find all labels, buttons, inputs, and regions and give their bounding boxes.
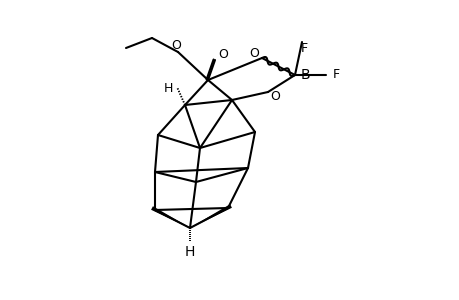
Text: O: O <box>218 47 228 61</box>
Text: F: F <box>300 41 307 55</box>
Text: O: O <box>171 38 180 52</box>
Text: O: O <box>248 46 258 59</box>
Text: O: O <box>269 89 280 103</box>
Text: B: B <box>300 68 309 82</box>
Text: F: F <box>332 68 339 80</box>
Text: H: H <box>163 82 172 94</box>
Polygon shape <box>151 206 190 228</box>
Polygon shape <box>190 204 231 228</box>
Text: H: H <box>185 245 195 259</box>
